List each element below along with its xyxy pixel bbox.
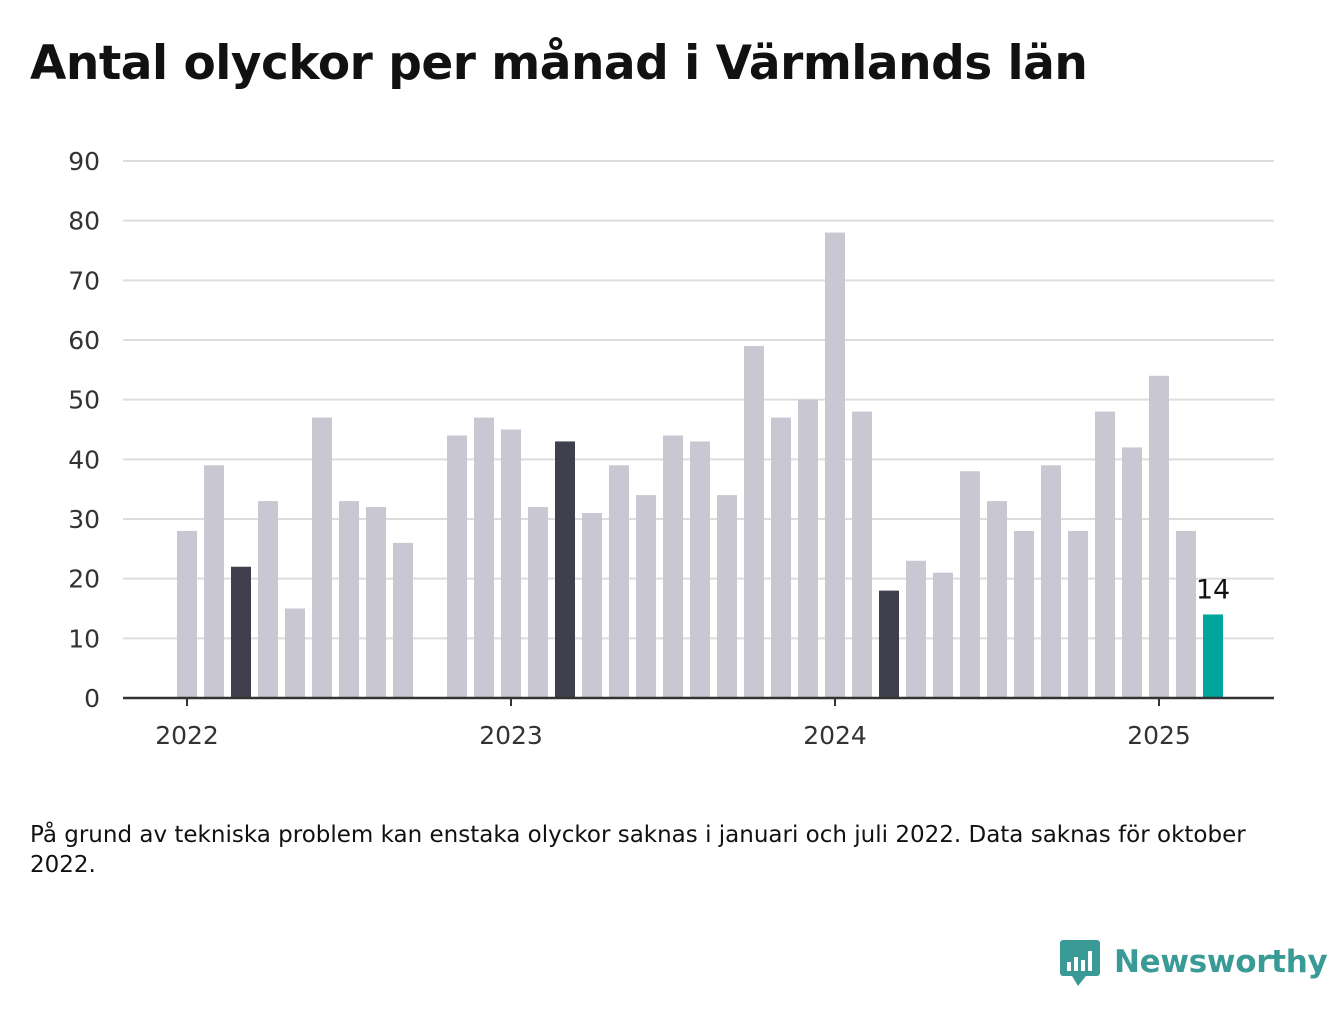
bar-2023-05 bbox=[609, 465, 629, 698]
x-tick-label: 2022 bbox=[155, 721, 219, 750]
bar-2023-03 bbox=[555, 441, 575, 698]
newsworthy-logo-icon bbox=[1060, 940, 1100, 986]
bar-2024-05 bbox=[933, 572, 953, 698]
bar-2024-12 bbox=[1122, 447, 1142, 698]
bar-2022-12 bbox=[474, 417, 494, 698]
bar-2024-01 bbox=[825, 232, 845, 698]
y-tick-label: 60 bbox=[68, 326, 100, 355]
x-tick-label: 2025 bbox=[1127, 721, 1191, 750]
y-tick-label: 90 bbox=[68, 147, 100, 176]
bar-2023-09 bbox=[717, 495, 737, 698]
bar-2024-02 bbox=[852, 411, 872, 698]
y-tick-label: 0 bbox=[84, 684, 100, 713]
bar-2024-08 bbox=[1014, 530, 1034, 698]
data-labels: 14 bbox=[1196, 574, 1230, 605]
bar-2022-11 bbox=[447, 435, 467, 698]
bar-2024-04 bbox=[906, 560, 926, 698]
bar-2024-03 bbox=[879, 590, 899, 698]
data-label: 14 bbox=[1196, 574, 1230, 605]
bar-2022-09 bbox=[393, 542, 413, 698]
bar-2022-05 bbox=[285, 608, 305, 698]
bar-chart: 0 10 20 30 40 50 60 70 80 90 2022 2023 2024 2025 14 bbox=[68, 147, 1274, 750]
bar-2023-10 bbox=[744, 345, 764, 698]
bar-2024-09 bbox=[1041, 465, 1061, 698]
bar-2023-08 bbox=[690, 441, 710, 698]
bar-2023-07 bbox=[663, 435, 683, 698]
y-axis-ticks: 0 10 20 30 40 50 60 70 80 90 bbox=[68, 147, 100, 713]
bar-2025-03 bbox=[1203, 614, 1223, 698]
bar-2024-07 bbox=[987, 501, 1007, 698]
footnote: På grund av tekniska problem kan enstaka… bbox=[30, 822, 1246, 878]
bar-2022-08 bbox=[366, 507, 386, 698]
bar-2023-04 bbox=[582, 513, 602, 698]
brand-name: Newsworthy bbox=[1114, 944, 1328, 980]
bar-2022-06 bbox=[312, 417, 332, 698]
y-tick-label: 20 bbox=[68, 565, 100, 594]
bar-2024-11 bbox=[1095, 411, 1115, 698]
bars bbox=[177, 232, 1223, 698]
bar-2022-01 bbox=[177, 530, 197, 698]
bar-2022-04 bbox=[258, 501, 278, 698]
chart-title: Antal olyckor per månad i Värmlands län bbox=[30, 36, 1088, 91]
y-tick-label: 10 bbox=[68, 624, 100, 653]
bar-2024-06 bbox=[960, 471, 980, 698]
bar-2022-03 bbox=[231, 566, 251, 698]
x-axis: 2022 2023 2024 2025 bbox=[123, 696, 1274, 750]
bar-2022-02 bbox=[204, 465, 224, 698]
y-tick-label: 50 bbox=[68, 386, 100, 415]
bar-2025-01 bbox=[1149, 375, 1169, 698]
bar-2023-11 bbox=[771, 417, 791, 698]
bar-2023-01 bbox=[501, 429, 521, 698]
y-tick-label: 40 bbox=[68, 445, 100, 474]
bar-2024-10 bbox=[1068, 530, 1088, 698]
y-tick-label: 70 bbox=[68, 266, 100, 295]
bar-2025-02 bbox=[1176, 530, 1196, 698]
x-tick-label: 2023 bbox=[479, 721, 543, 750]
bar-2023-02 bbox=[528, 507, 548, 698]
x-tick-label: 2024 bbox=[803, 721, 867, 750]
y-tick-label: 80 bbox=[68, 207, 100, 236]
y-tick-label: 30 bbox=[68, 505, 100, 534]
bar-2023-12 bbox=[798, 399, 818, 698]
bar-2023-06 bbox=[636, 495, 656, 698]
bar-2022-07 bbox=[339, 501, 359, 698]
brand[interactable]: Newsworthy bbox=[1060, 938, 1328, 986]
